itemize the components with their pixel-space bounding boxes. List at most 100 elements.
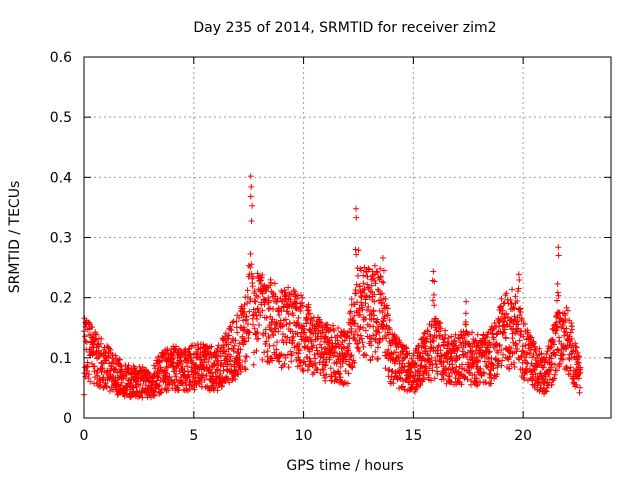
- data-point: [347, 308, 354, 315]
- data-point: [291, 344, 298, 351]
- data-point: [282, 289, 289, 296]
- data-point: [331, 327, 338, 334]
- data-point: [278, 307, 285, 314]
- data-point: [188, 343, 195, 350]
- data-point: [254, 305, 261, 312]
- data-point: [302, 361, 309, 368]
- data-point: [257, 281, 264, 288]
- data-point: [281, 360, 288, 367]
- data-point: [264, 348, 271, 355]
- data-point: [564, 307, 571, 314]
- data-point: [174, 387, 181, 394]
- data-point: [333, 360, 340, 367]
- data-point: [337, 374, 344, 381]
- data-point: [337, 363, 344, 370]
- data-point: [247, 298, 254, 305]
- data-point: [346, 340, 353, 347]
- data-point: [150, 387, 157, 394]
- data-point: [341, 345, 348, 352]
- data-point: [296, 356, 303, 363]
- data-point: [293, 349, 300, 356]
- data-point: [259, 307, 266, 314]
- data-point: [430, 268, 437, 275]
- y-tick-label: 0.5: [50, 110, 72, 126]
- data-point: [158, 389, 165, 396]
- data-point: [123, 384, 130, 391]
- x-tick-label: 15: [404, 428, 422, 444]
- data-point: [269, 357, 276, 364]
- data-point: [318, 320, 325, 327]
- data-point: [430, 291, 437, 298]
- data-point: [577, 384, 584, 391]
- data-point: [348, 352, 355, 359]
- data-point: [348, 296, 355, 303]
- data-point: [106, 388, 113, 395]
- data-point: [84, 363, 91, 370]
- data-point: [183, 386, 190, 393]
- data-point: [320, 366, 327, 373]
- data-point: [91, 363, 98, 370]
- data-point: [576, 389, 583, 396]
- data-point: [511, 364, 518, 371]
- y-tick-label: 0: [63, 411, 72, 427]
- data-point: [112, 352, 119, 359]
- data-point: [181, 367, 188, 374]
- data-point: [234, 370, 241, 377]
- data-point: [236, 314, 243, 321]
- data-point: [250, 361, 257, 368]
- x-tick-label: 20: [514, 428, 532, 444]
- data-point: [203, 372, 210, 379]
- data-point: [272, 325, 279, 332]
- data-point: [219, 380, 226, 387]
- data-point: [248, 183, 255, 190]
- data-point: [175, 386, 182, 393]
- data-point: [249, 202, 256, 209]
- data-point: [255, 335, 262, 342]
- data-point: [231, 342, 238, 349]
- data-point: [254, 294, 261, 301]
- data-point: [227, 323, 234, 330]
- data-point: [275, 328, 282, 335]
- data-point: [227, 353, 234, 360]
- x-tick-label: 10: [295, 428, 313, 444]
- data-point: [243, 353, 250, 360]
- data-point: [177, 360, 184, 367]
- data-point: [429, 297, 436, 304]
- data-point: [353, 214, 360, 221]
- data-point: [297, 292, 304, 299]
- data-point: [361, 351, 368, 358]
- data-point: [502, 354, 509, 361]
- data-point: [267, 354, 274, 361]
- data-point: [93, 380, 100, 387]
- data-point: [208, 343, 215, 350]
- data-point: [241, 308, 248, 315]
- data-point: [352, 246, 359, 253]
- data-point: [306, 334, 313, 341]
- data-point: [362, 327, 369, 334]
- data-point: [103, 383, 110, 390]
- data-point: [372, 348, 379, 355]
- data-point: [229, 377, 236, 384]
- data-point: [201, 359, 208, 366]
- data-point: [104, 368, 111, 375]
- data-point: [563, 304, 570, 311]
- data-point: [225, 332, 232, 339]
- data-point: [253, 347, 260, 354]
- data-point: [263, 338, 270, 345]
- data-point: [243, 300, 250, 307]
- data-point: [288, 350, 295, 357]
- data-point: [273, 346, 280, 353]
- data-point: [244, 287, 251, 294]
- data-point: [248, 218, 255, 225]
- data-point: [179, 366, 186, 373]
- data-point: [178, 380, 185, 387]
- data-point: [274, 338, 281, 345]
- data-point: [322, 377, 329, 384]
- data-point: [300, 367, 307, 374]
- data-point: [288, 352, 295, 359]
- data-point: [192, 342, 199, 349]
- data-point: [289, 328, 296, 335]
- data-point: [308, 338, 315, 345]
